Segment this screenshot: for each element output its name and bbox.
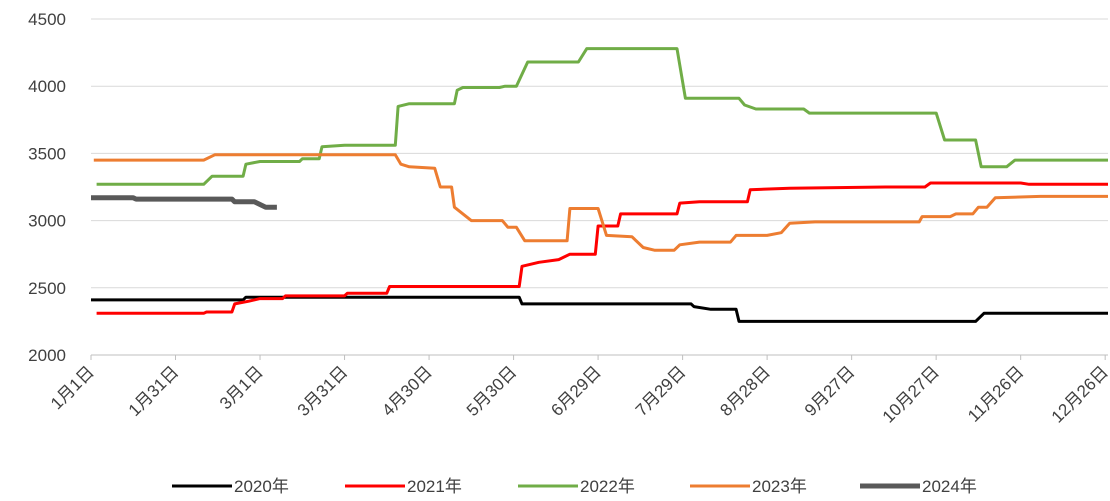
- x-tick-label: 1月1日: [47, 362, 98, 413]
- legend-label: 2020年: [234, 477, 289, 496]
- legend-label: 2021年: [407, 477, 462, 496]
- legend-label: 2022年: [580, 477, 635, 496]
- x-tick-label: 10月27日: [879, 362, 943, 426]
- x-tick-label: 3月31日: [294, 362, 352, 420]
- legend-label: 2023年: [752, 477, 807, 496]
- x-tick-label: 12月26日: [1048, 362, 1110, 426]
- series-line: [96, 181, 1108, 315]
- series-line: [91, 195, 277, 210]
- x-tick-label: 6月29日: [547, 362, 605, 420]
- y-tick-label: 4500: [28, 10, 66, 29]
- y-tick-label: 2000: [28, 346, 66, 365]
- x-tick-label: 8月28日: [716, 362, 774, 420]
- series-line: [93, 153, 1108, 252]
- x-tick-label: 1月31日: [125, 362, 183, 420]
- y-tick-label: 3000: [28, 212, 66, 231]
- x-tick-label: 11月26日: [964, 362, 1027, 425]
- series-line: [91, 295, 1108, 323]
- y-tick-label: 2500: [28, 279, 66, 298]
- x-tick-label: 4月30日: [378, 362, 436, 420]
- x-tick-label: 3月1日: [216, 362, 267, 413]
- x-tick-label: 9月27日: [801, 362, 859, 420]
- y-tick-label: 4000: [28, 77, 66, 96]
- series-line: [96, 47, 1108, 186]
- legend-label: 2024年: [922, 477, 977, 496]
- y-tick-label: 3500: [28, 144, 66, 163]
- x-tick-label: 7月29日: [632, 362, 690, 420]
- x-tick-label: 5月30日: [463, 362, 521, 420]
